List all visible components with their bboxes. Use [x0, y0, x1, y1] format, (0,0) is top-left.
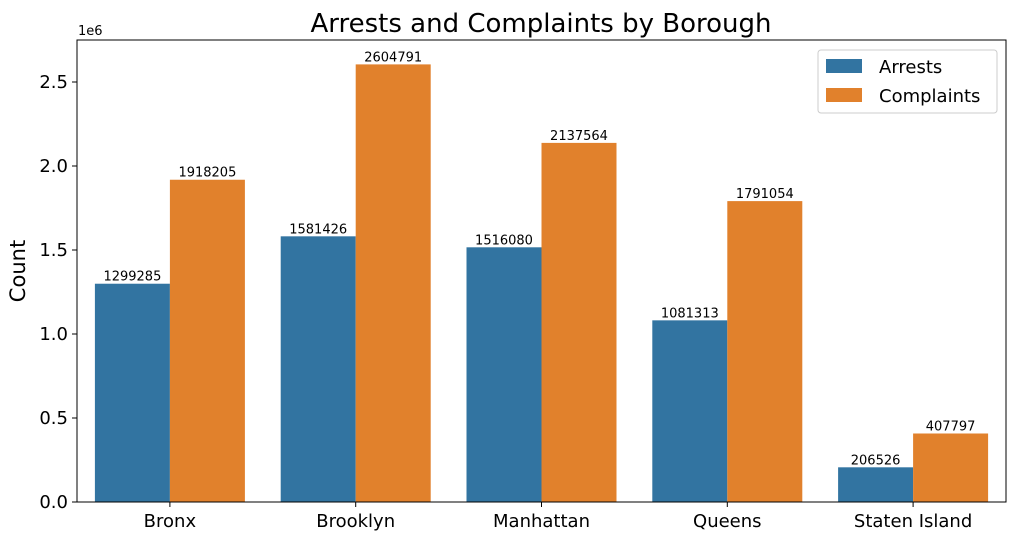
bar-complaints-brooklyn [355, 64, 431, 502]
bars-layer [94, 64, 989, 503]
bar-arrests-staten-island [838, 467, 914, 502]
legend-swatch-arrests [826, 59, 862, 73]
bar-value-label: 1581426 [289, 222, 347, 237]
y-tick-label: 0.5 [39, 408, 68, 429]
legend-label-arrests: Arrests [879, 57, 942, 78]
x-tick-label: Queens [693, 511, 762, 532]
x-tick-label: Bronx [144, 511, 197, 532]
bar-arrests-brooklyn [280, 236, 356, 502]
x-tick-label: Staten Island [854, 511, 972, 532]
bar-value-label: 1081313 [661, 306, 719, 321]
y-tick-label: 1.0 [39, 324, 68, 345]
y-axis-offset-label: 1e6 [78, 24, 103, 39]
x-tick-label: Brooklyn [316, 511, 395, 532]
bar-value-label: 1791054 [736, 187, 794, 202]
bar-value-label: 2137564 [550, 129, 608, 144]
chart-title: Arrests and Complaints by Borough [310, 9, 771, 39]
y-tick-label: 0.0 [39, 492, 68, 513]
bar-complaints-manhattan [541, 142, 617, 502]
bar-value-label: 2604791 [364, 50, 422, 65]
x-tick-label: Manhattan [493, 511, 590, 532]
bar-value-label: 1918205 [178, 166, 236, 181]
bar-complaints-staten-island [913, 433, 989, 502]
legend-label-complaints: Complaints [879, 86, 980, 107]
bar-arrests-queens [652, 320, 728, 502]
legend-swatch-complaints [826, 88, 862, 102]
y-tick-label: 2.0 [39, 156, 68, 177]
bar-value-label: 206526 [851, 453, 901, 468]
legend: Arrests Complaints [817, 49, 998, 114]
bar-arrests-bronx [94, 283, 170, 502]
bar-arrests-manhattan [466, 247, 542, 502]
bar-complaints-queens [727, 201, 803, 503]
bar-complaints-bronx [169, 179, 245, 502]
y-tick-label: 2.5 [39, 72, 68, 93]
y-tick-label: 1.5 [39, 240, 68, 261]
legend-box [817, 49, 998, 114]
y-axis-label: Count [6, 240, 30, 302]
y-axis: 0.0 0.5 1.0 1.5 2.0 2.5 [39, 72, 77, 513]
bar-value-label: 1516080 [475, 233, 533, 248]
bar-value-label: 407797 [926, 419, 976, 434]
plot-frame [76, 39, 1007, 503]
bar-value-label: 1299285 [103, 270, 161, 285]
bar-labels-layer: 1299285 1918205 1581426 2604791 1516080 21375… [103, 50, 975, 468]
x-axis: Bronx Brooklyn Manhattan Queens Staten Islan… [144, 502, 972, 532]
